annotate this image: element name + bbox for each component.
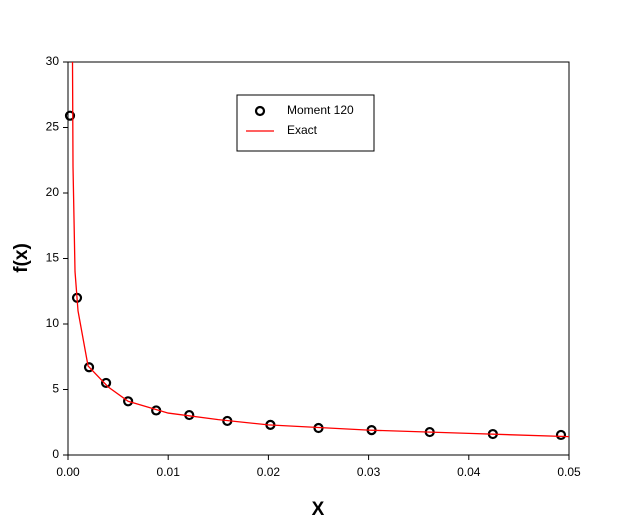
legend-marker <box>254 105 266 117</box>
x-axis-title: X <box>312 499 325 520</box>
data-point <box>64 110 76 121</box>
x-tick-label: 0.04 <box>457 465 481 479</box>
data-point <box>123 396 134 407</box>
y-axis-title: f(x) <box>11 243 32 273</box>
x-tick-label: 0.00 <box>56 465 80 479</box>
y-tick-label: 10 <box>46 316 60 330</box>
y-tick-label: 20 <box>46 185 60 199</box>
y-tick-label: 25 <box>46 120 60 134</box>
y-tick-label: 0 <box>52 447 59 461</box>
exact-line <box>71 62 569 438</box>
legend-label: Exact <box>287 123 318 137</box>
y-tick-label: 5 <box>52 382 59 396</box>
legend-label: Moment 120 <box>287 103 354 117</box>
x-tick-label: 0.03 <box>357 465 381 479</box>
legend-box <box>236 94 375 152</box>
data-point <box>83 362 95 373</box>
data-point <box>555 429 567 441</box>
x-tick-label: 0.05 <box>557 465 581 479</box>
y-tick-label: 30 <box>46 54 60 68</box>
x-tick-label: 0.02 <box>257 465 281 479</box>
y-tick-label: 15 <box>46 251 60 265</box>
x-tick-label: 0.01 <box>157 465 181 479</box>
legend: Moment 120 Exact <box>236 94 375 152</box>
data-point <box>100 377 112 389</box>
